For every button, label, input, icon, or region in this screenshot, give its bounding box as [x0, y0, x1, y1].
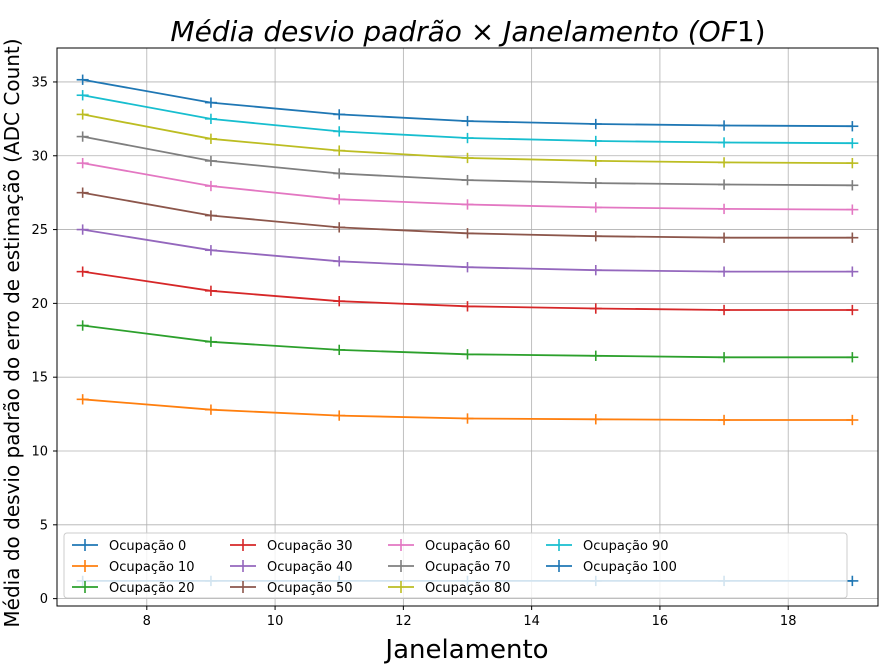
x-tick-label: 18: [780, 614, 797, 629]
x-axis-label: Janelamento: [383, 635, 548, 664]
y-tick-label: 5: [40, 518, 48, 533]
legend-item: Ocupação 70: [388, 560, 511, 575]
legend-label: Ocupação 100: [583, 560, 677, 575]
legend-item: Ocupação 60: [388, 539, 511, 554]
series-layer: [76, 74, 859, 587]
legend-item: Ocupação 40: [230, 560, 353, 575]
legend-item: Ocupação 0: [72, 539, 186, 554]
x-tick-label: 14: [523, 614, 540, 629]
series-10: [76, 74, 859, 132]
series-7: [76, 131, 859, 191]
legend-label: Ocupação 60: [425, 539, 511, 554]
x-tick-label: 10: [267, 614, 284, 629]
y-tick-label: 30: [31, 149, 48, 164]
legend-label: Ocupação 40: [267, 560, 353, 575]
legend-label: Ocupação 70: [425, 560, 511, 575]
legend-label: Ocupação 50: [267, 581, 353, 596]
series-9: [76, 90, 859, 149]
y-tick-label: 25: [31, 223, 48, 238]
legend-item: Ocupação 50: [230, 581, 353, 596]
series-1: [76, 394, 859, 426]
x-tick-label: 12: [395, 614, 412, 629]
y-tick-label: 15: [31, 371, 48, 386]
series-3: [76, 266, 859, 316]
series-5: [76, 187, 859, 243]
legend-item: Ocupação 100: [546, 560, 677, 575]
legend-item: Ocupação 10: [72, 560, 195, 575]
series-4: [76, 224, 859, 277]
x-tick-label: 16: [652, 614, 669, 629]
legend-label: Ocupação 30: [267, 539, 353, 554]
chart-title: Média desvio padrão × Janelamento (OF1): [170, 15, 765, 48]
grid: [57, 48, 878, 606]
x-tick-label: 8: [143, 614, 151, 629]
plot-frame: [56, 47, 879, 607]
legend-label: Ocupação 10: [109, 560, 195, 575]
legend-label: Ocupação 90: [583, 539, 669, 554]
legend: Ocupação 0 Ocupação 10 Ocupação 20 Ocupação…: [63, 532, 848, 599]
y-tick-label: 10: [31, 445, 48, 460]
legend-item: Ocupação 90: [546, 539, 669, 554]
series-2: [76, 320, 859, 363]
y-tick-label: 20: [31, 297, 48, 312]
series-6: [76, 157, 859, 215]
legend-item: Ocupação 20: [72, 581, 195, 596]
legend-label: Ocupação 20: [109, 581, 195, 596]
legend-item: Ocupação 80: [388, 581, 511, 596]
y-axis-label: Média do desvio padrão do erro de estima…: [0, 38, 24, 627]
y-tick-label: 35: [31, 75, 48, 90]
legend-label: Ocupação 80: [425, 581, 511, 596]
legend-item: Ocupação 30: [230, 539, 353, 554]
legend-label: Ocupação 0: [109, 539, 186, 554]
series-8: [76, 109, 859, 169]
y-tick-label: 0: [40, 592, 48, 607]
legend-frame: [63, 532, 848, 599]
ticks: 8 10 12 14 16 18 0 5 10 15 20 25 30 35: [31, 75, 796, 629]
